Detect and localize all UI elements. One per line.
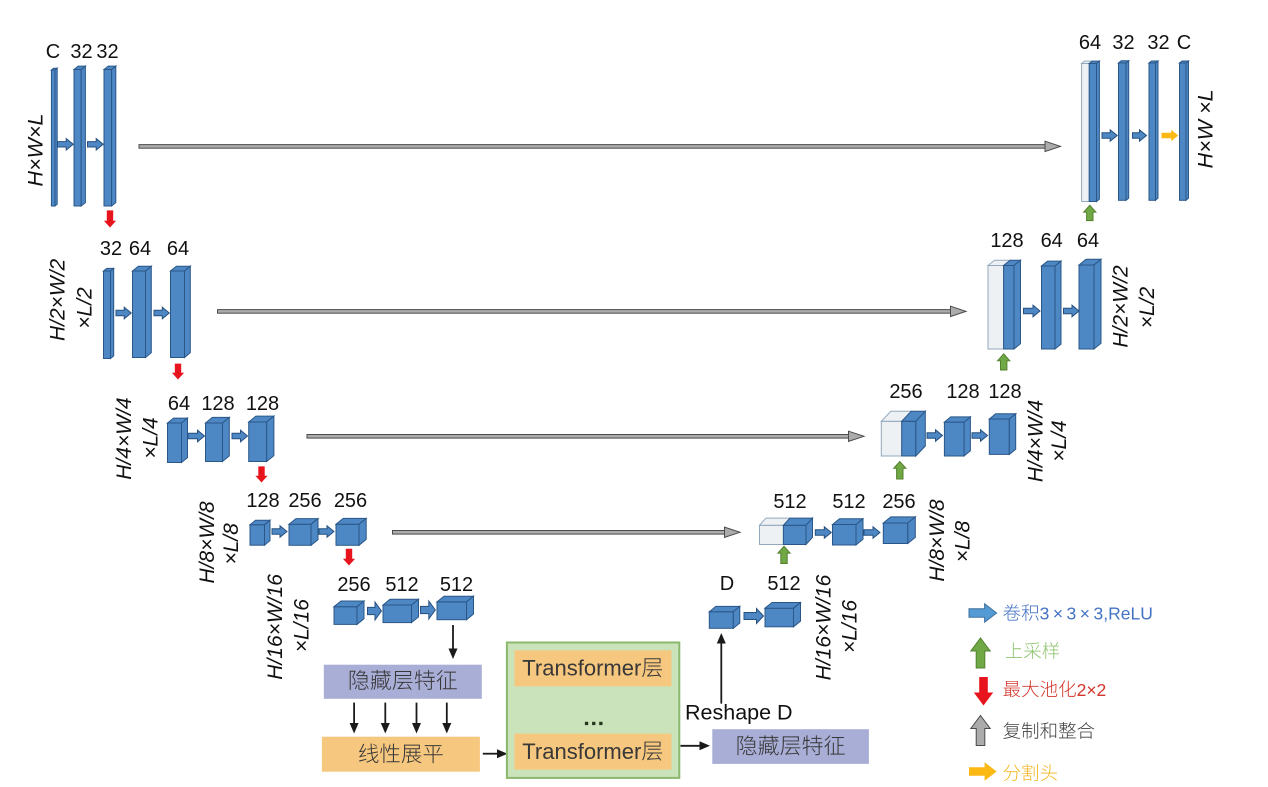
svg-text:H×W×L: H×W×L	[24, 114, 48, 187]
svg-text:×L/2: ×L/2	[74, 287, 97, 329]
svg-text:128: 128	[246, 490, 279, 512]
svg-text:H/16×W/16: H/16×W/16	[812, 574, 835, 680]
svg-text:Transformer: Transformer	[522, 739, 641, 764]
svg-text:512: 512	[773, 491, 806, 513]
svg-text:128: 128	[246, 393, 279, 415]
svg-text:H×W ×L: H×W ×L	[1194, 89, 1218, 168]
svg-text:H/8×W/8: H/8×W/8	[926, 499, 949, 582]
svg-text:32: 32	[1112, 32, 1134, 54]
svg-text:×L/4: ×L/4	[1048, 420, 1071, 461]
svg-text:D: D	[720, 573, 734, 595]
svg-text:512: 512	[385, 574, 418, 596]
svg-text:H/16×W/16: H/16×W/16	[264, 574, 287, 680]
svg-text:32: 32	[1147, 32, 1169, 54]
svg-text:C: C	[46, 41, 60, 63]
svg-text:128: 128	[946, 381, 979, 403]
svg-text:32: 32	[70, 41, 92, 63]
svg-text:32: 32	[96, 41, 118, 63]
svg-text:256: 256	[882, 491, 915, 513]
svg-text:128: 128	[201, 393, 234, 415]
svg-text:×L/8: ×L/8	[951, 520, 974, 562]
svg-text:Transformer: Transformer	[522, 656, 641, 681]
svg-text:C: C	[1177, 32, 1191, 54]
svg-text:H/2×W/2: H/2×W/2	[46, 258, 69, 341]
svg-text:512: 512	[440, 574, 473, 596]
svg-text:256: 256	[889, 381, 922, 403]
svg-text:64: 64	[129, 238, 151, 260]
svg-text:64: 64	[1041, 230, 1063, 252]
svg-text:512: 512	[832, 491, 865, 513]
svg-text:H/4×W/4: H/4×W/4	[113, 397, 136, 479]
svg-text:H/8×W/8: H/8×W/8	[196, 501, 219, 584]
svg-text:64: 64	[1079, 32, 1101, 54]
svg-text:×L/8: ×L/8	[220, 523, 243, 565]
svg-text:×L/4: ×L/4	[140, 417, 163, 458]
svg-text:64: 64	[167, 238, 189, 260]
svg-text:128: 128	[990, 230, 1023, 252]
svg-text:256: 256	[334, 490, 367, 512]
svg-text:3 × 3 × 3,ReLU: 3 × 3 × 3,ReLU	[1040, 604, 1153, 624]
svg-text:256: 256	[337, 574, 370, 596]
svg-text:Reshape D: Reshape D	[685, 701, 793, 725]
svg-text:32: 32	[100, 238, 122, 260]
svg-text:×L/2: ×L/2	[1136, 286, 1159, 328]
svg-text:64: 64	[168, 393, 190, 415]
svg-text:512: 512	[767, 573, 800, 595]
svg-text:H/4×W/4: H/4×W/4	[1025, 400, 1048, 482]
svg-text:256: 256	[288, 490, 321, 512]
svg-text:64: 64	[1077, 230, 1099, 252]
svg-text:2×2: 2×2	[1077, 680, 1107, 700]
svg-text:128: 128	[988, 381, 1021, 403]
svg-text:×L/16: ×L/16	[839, 600, 862, 653]
svg-text:×L/16: ×L/16	[290, 599, 313, 652]
svg-text:H/2×W/2: H/2×W/2	[1110, 265, 1133, 348]
